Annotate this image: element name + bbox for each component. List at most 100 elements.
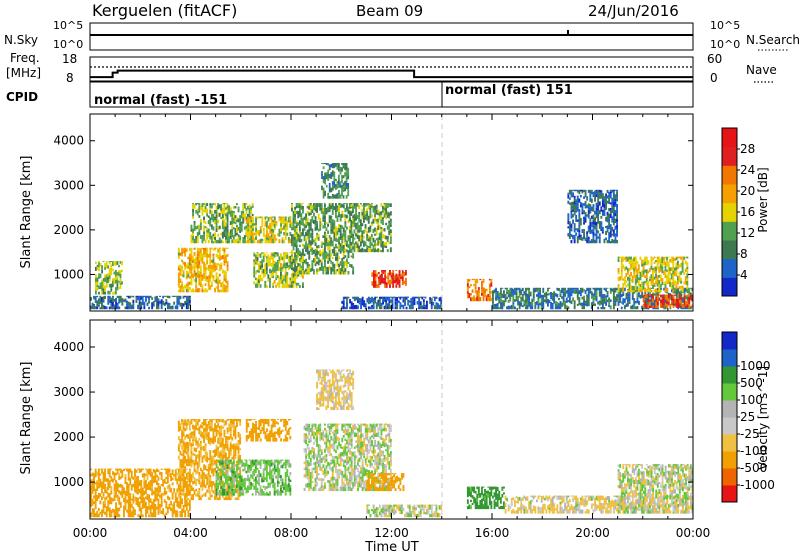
heat-cell (300, 266, 303, 271)
heat-cell (342, 267, 345, 271)
heat-cell (137, 497, 139, 501)
heat-cell (220, 467, 223, 470)
heat-cell (236, 217, 238, 220)
heat-cell (206, 451, 209, 457)
heat-cell (212, 490, 215, 494)
heat-cell (124, 499, 127, 502)
heat-cell (192, 424, 194, 430)
heat-cell (116, 469, 119, 472)
heat-cell (280, 231, 282, 234)
heat-cell (184, 476, 187, 481)
heat-cell (168, 496, 171, 501)
heat-cell (207, 279, 210, 283)
heat-cell (331, 196, 334, 199)
heat-cell (185, 275, 188, 280)
heat-cell (207, 475, 210, 478)
heat-cell (118, 280, 120, 283)
heat-cell (96, 281, 99, 285)
heat-cell (184, 495, 187, 501)
heat-cell (298, 213, 301, 217)
heat-cell (317, 236, 320, 241)
heat-cell (316, 271, 318, 275)
heat-cell (575, 199, 578, 203)
noise-left-tick-bottom: 10^0 (53, 38, 83, 51)
heat-cell (539, 295, 541, 299)
heat-cell (576, 203, 579, 207)
heat-cell (331, 243, 334, 247)
heat-cell (570, 228, 573, 232)
heat-cell (157, 486, 160, 490)
heat-cell (572, 290, 574, 294)
heat-cell (342, 189, 345, 193)
heat-cell (641, 281, 643, 286)
heat-cell (93, 295, 95, 297)
heat-cell (251, 203, 254, 206)
heat-cell (372, 218, 375, 224)
heat-cell (609, 189, 612, 192)
heat-cell (196, 211, 199, 216)
heat-cell (322, 270, 325, 275)
heat-cell (110, 303, 113, 306)
heat-cell (302, 250, 304, 256)
heat-cell (173, 295, 176, 298)
heat-cell (116, 494, 119, 497)
heat-cell (145, 491, 147, 494)
heat-cell (135, 483, 138, 486)
heat-cell (634, 284, 637, 287)
heat-cell (370, 203, 373, 206)
heat-cell (685, 301, 687, 306)
heat-cell (182, 439, 185, 442)
heat-cell (382, 241, 384, 245)
heat-cell (199, 252, 202, 257)
heat-cell (567, 213, 570, 218)
heat-cell (281, 276, 284, 281)
heat-cell (620, 256, 623, 258)
heat-cell (223, 247, 226, 252)
heat-cell (210, 440, 213, 444)
heat-cell (119, 282, 122, 285)
heat-cell (672, 256, 675, 258)
heat-cell (342, 182, 345, 187)
heat-cell (223, 219, 226, 224)
heat-cell (377, 218, 380, 223)
heat-cell (589, 221, 592, 227)
heat-cell (181, 265, 183, 269)
heat-cell (333, 224, 336, 230)
heat-cell (641, 305, 644, 310)
heat-cell (193, 226, 196, 229)
heat-cell (292, 273, 295, 278)
heat-cell (308, 266, 311, 271)
heat-cell (501, 287, 504, 289)
heat-cell (378, 296, 381, 299)
heat-cell (677, 276, 679, 281)
heat-cell (396, 297, 399, 302)
heat-cell (126, 493, 128, 497)
heat-cell (400, 296, 403, 298)
heat-cell (645, 288, 648, 293)
heat-cell (198, 426, 201, 429)
heat-cell (266, 230, 268, 234)
heat-cell (667, 256, 670, 258)
heat-cell (272, 271, 275, 277)
heat-cell (182, 441, 185, 446)
heat-cell (119, 483, 122, 488)
heat-cell (377, 240, 380, 244)
heat-cell (327, 195, 330, 199)
heat-cell (361, 240, 364, 244)
heat-cell (361, 296, 364, 298)
heat-cell (166, 295, 169, 298)
heat-cell (645, 273, 648, 276)
heat-cell (556, 287, 559, 291)
heat-cell (298, 250, 301, 255)
heat-cell (278, 239, 281, 244)
heat-cell (347, 175, 350, 180)
heat-cell (105, 496, 108, 500)
heat-cell (101, 496, 103, 501)
heat-cell (333, 175, 336, 178)
heat-cell (617, 256, 620, 259)
heat-cell (551, 292, 554, 296)
heat-cell (336, 231, 339, 236)
heat-cell (660, 294, 662, 298)
heat-cell (258, 232, 261, 237)
heat-cell (110, 514, 113, 518)
